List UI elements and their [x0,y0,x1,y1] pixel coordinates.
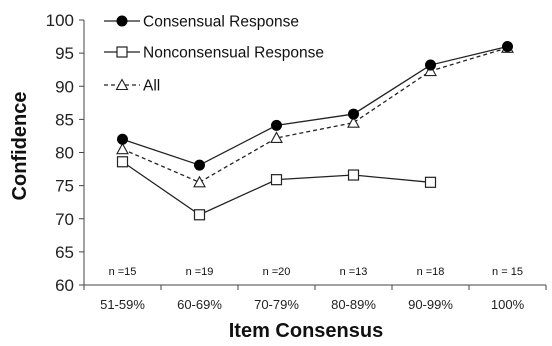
x-tick-label: 51-59% [100,297,145,312]
data-point-all [193,175,206,188]
sample-size-label: n = 15 [492,266,523,278]
y-axis-title: Confidence [9,92,31,201]
data-point-consensual-response [502,41,513,52]
series-lines [122,45,508,216]
sample-size-label: n =19 [186,266,214,278]
legend-label-all: All [143,78,160,95]
y-tick-label: 100 [46,11,74,30]
x-tick-label: 60-69% [177,297,222,312]
data-point-consensual-response [271,119,282,131]
y-tick-label: 90 [55,77,74,96]
x-tick-label: 90-99% [408,297,453,312]
sample-size-label: n =15 [109,266,137,278]
series-line-all [122,47,508,184]
sample-size-labels: n =15 n =19 n =20 n =13 n =18 n = 15 [109,266,523,278]
data-point-nonconsensual-response [270,174,283,186]
y-tick-label: 60 [55,276,74,295]
x-tick-label: 100% [491,297,525,312]
data-point-nonconsensual-response [193,209,206,221]
x-tick-label: 70-79% [254,297,299,312]
data-point-consensual-response [194,159,205,171]
data-point-consensual-response [425,59,436,71]
series-markers [116,41,514,221]
legend: Consensual Response Nonconsensual Respons… [104,14,324,95]
series-line-consensual-response [122,45,508,166]
data-point-consensual-response [117,133,128,145]
data-point-nonconsensual-response [347,169,360,181]
x-axis-ticks: 51-59% 60-69% 70-79% 80-89% 90-99% 100% [83,285,547,312]
sample-size-label: n =13 [340,266,368,278]
data-point-all [347,116,360,128]
legend-marker-consensual-response [116,15,128,27]
data-point-consensual-response [348,108,359,120]
y-tick-label: 70 [55,210,74,229]
data-point-nonconsensual-response [116,156,129,168]
y-axis-ticks: 60 65 70 75 80 85 90 95 100 [46,11,84,295]
y-tick-label: 95 [55,44,74,63]
y-tick-label: 75 [55,177,74,196]
y-tick-label: 65 [55,243,74,262]
sample-size-label: n =18 [417,266,445,278]
x-axis-title: Item Consensus [229,320,383,342]
legend-label-consensual-response: Consensual Response [143,14,299,31]
data-point-all [270,131,283,143]
y-tick-label: 85 [55,110,74,129]
x-tick-label: 80-89% [331,297,376,312]
data-point-all [116,142,129,155]
sample-size-label: n =20 [263,266,291,278]
y-tick-label: 80 [55,144,74,163]
legend-marker-nonconsensual-response [116,46,128,58]
legend-label-nonconsensual-response: Nonconsensual Response [143,45,324,62]
legend-marker-all [115,78,129,91]
data-point-nonconsensual-response [424,176,437,188]
